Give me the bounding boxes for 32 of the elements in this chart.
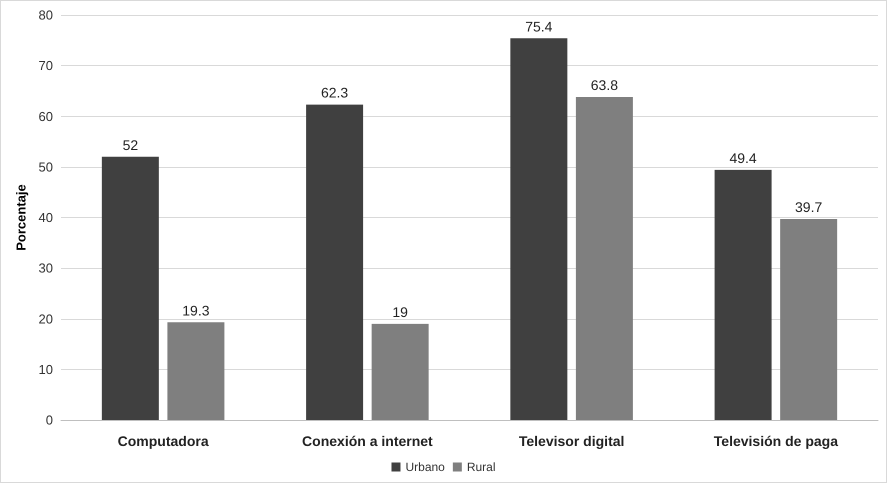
data-label: 19.3 — [182, 302, 210, 318]
data-label: 63.8 — [590, 77, 618, 94]
bar — [714, 170, 772, 420]
y-tick-label: 20 — [38, 311, 53, 326]
bar — [102, 156, 159, 420]
bar — [306, 104, 364, 420]
bar — [780, 219, 838, 420]
x-tick-label: Computadora — [118, 433, 209, 449]
y-tick-label: 30 — [38, 260, 53, 276]
y-axis-title: Porcentaje — [14, 184, 29, 251]
x-tick-label: Conexión a internet — [302, 433, 434, 449]
data-label: 75.4 — [525, 18, 553, 34]
data-label: 19 — [392, 304, 408, 320]
y-tick-label: 70 — [38, 58, 53, 74]
bar — [372, 324, 429, 420]
data-label: 49.4 — [729, 150, 757, 166]
y-tick-label: 60 — [38, 108, 53, 124]
y-tick-label: 40 — [38, 210, 53, 225]
legend-label: Rural — [466, 460, 496, 474]
y-tick-label: 10 — [38, 362, 53, 377]
y-tick-label: 80 — [38, 8, 53, 22]
legend-label: Urbano — [405, 460, 446, 474]
x-tick-label: Televisión de paga — [714, 433, 838, 449]
bar — [576, 97, 633, 420]
bar — [167, 322, 224, 420]
data-label: 39.7 — [795, 199, 822, 216]
data-label: 52 — [122, 136, 138, 153]
x-tick-label: Televisor digital — [518, 433, 624, 449]
data-label: 62.3 — [320, 84, 348, 101]
bar — [510, 38, 568, 420]
y-tick-label: 0 — [46, 412, 53, 428]
y-tick-label: 50 — [38, 159, 53, 174]
